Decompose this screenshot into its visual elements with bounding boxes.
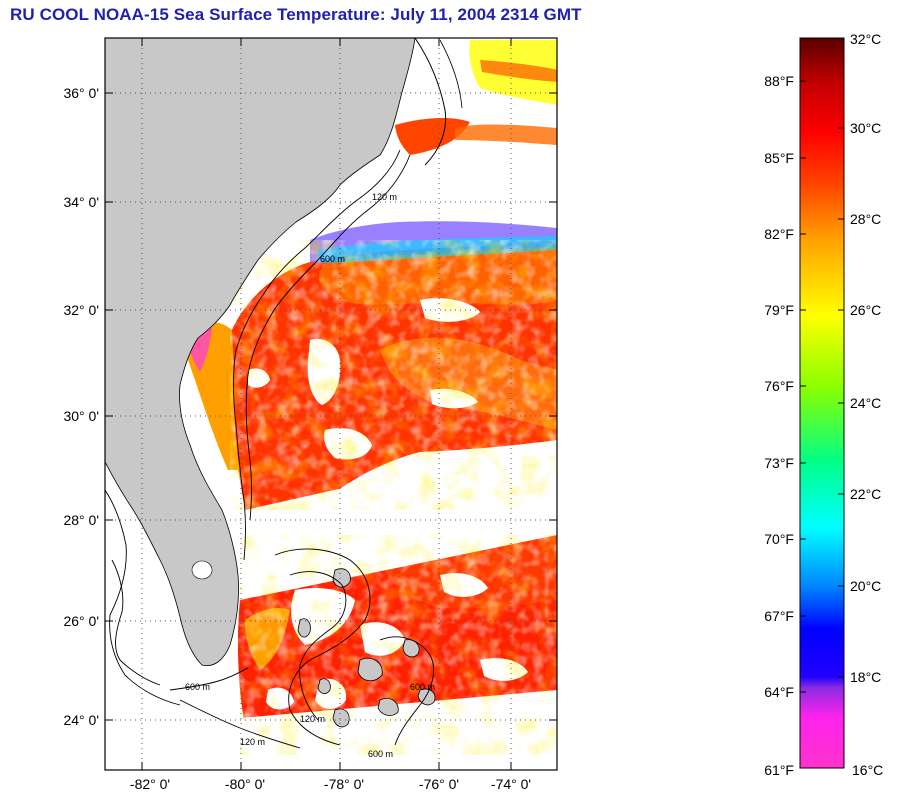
- fahrenheit-label: 61°F: [764, 762, 794, 778]
- latitude-labels: 36° 0' 34° 0' 32° 0' 30° 0' 28° 0' 26° 0…: [63, 85, 99, 728]
- contour-label: 600 m: [410, 682, 435, 692]
- fahrenheit-labels: 88°F 85°F 82°F 79°F 76°F 73°F 70°F 67°F …: [764, 73, 794, 778]
- contour-labels: 120 m 600 m 600 m 120 m 600 m 120 m 600 …: [185, 192, 435, 759]
- contour-label: 120 m: [372, 192, 397, 202]
- fahrenheit-label: 70°F: [764, 531, 794, 547]
- map-content: 120 m 600 m 600 m 120 m 600 m 120 m 600 …: [105, 38, 557, 770]
- lat-tick-label: 34° 0': [63, 194, 99, 210]
- contour-label: 600 m: [368, 749, 393, 759]
- fahrenheit-label: 64°F: [764, 684, 794, 700]
- celsius-label: 32°C: [850, 31, 881, 47]
- fahrenheit-label: 85°F: [764, 150, 794, 166]
- chart-title: RU COOL NOAA-15 Sea Surface Temperature:…: [10, 5, 582, 24]
- celsius-labels: 32°C 30°C 28°C 26°C 24°C 22°C 20°C 18°C …: [850, 31, 883, 778]
- axis-ticks: [105, 38, 557, 770]
- celsius-label: 28°C: [850, 211, 881, 227]
- fahrenheit-label: 76°F: [764, 378, 794, 394]
- colorbar: [799, 37, 845, 769]
- lon-tick-label: -78° 0': [324, 776, 364, 792]
- fahrenheit-label: 73°F: [764, 455, 794, 471]
- celsius-label: 18°C: [850, 669, 881, 685]
- fahrenheit-label: 67°F: [764, 608, 794, 624]
- celsius-label: 26°C: [850, 302, 881, 318]
- lake-okeechobee: [191, 560, 213, 580]
- lat-tick-label: 32° 0': [63, 302, 99, 318]
- contour-label: 120 m: [240, 737, 265, 747]
- land-us-southeast: [105, 38, 416, 667]
- lat-tick-label: 28° 0': [63, 512, 99, 528]
- lat-tick-label: 26° 0': [63, 613, 99, 629]
- lat-tick-label: 30° 0': [63, 408, 99, 424]
- lat-tick-label: 24° 0': [63, 712, 99, 728]
- celsius-label: 30°C: [850, 120, 881, 136]
- celsius-label: 16°C: [852, 762, 883, 778]
- lon-tick-label: -74° 0': [491, 776, 531, 792]
- fahrenheit-label: 79°F: [764, 302, 794, 318]
- contour-label: 120 m: [300, 714, 325, 724]
- colorbar-ticks: [800, 80, 844, 693]
- celsius-label: 20°C: [850, 578, 881, 594]
- contour-label: 600 m: [185, 682, 210, 692]
- fahrenheit-label: 82°F: [764, 226, 794, 242]
- contour-label: 600 m: [320, 254, 345, 264]
- lon-tick-label: -82° 0': [130, 776, 170, 792]
- map-frame: [104, 37, 558, 771]
- lat-tick-label: 36° 0': [63, 85, 99, 101]
- celsius-label: 24°C: [850, 395, 881, 411]
- lon-tick-label: -80° 0': [225, 776, 265, 792]
- bahamas-islands: [297, 568, 436, 728]
- celsius-label: 22°C: [850, 486, 881, 502]
- lon-tick-label: -76° 0': [419, 776, 459, 792]
- graticule: [105, 38, 557, 770]
- longitude-labels: -82° 0' -80° 0' -78° 0' -76° 0' -74° 0': [130, 776, 531, 792]
- fahrenheit-label: 88°F: [764, 73, 794, 89]
- bathymetry-contours: [105, 149, 434, 749]
